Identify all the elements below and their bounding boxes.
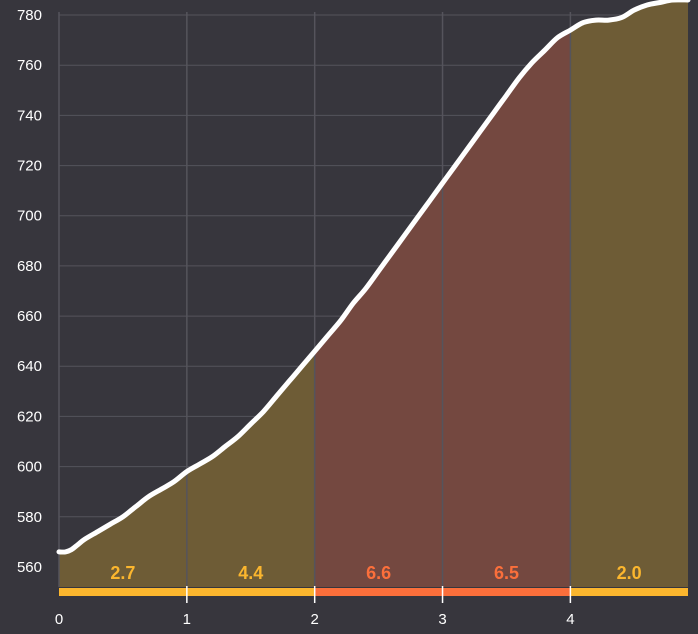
grade-bar-2 <box>186 588 315 596</box>
y-axis-tick-labels: 560 580 600 620 640 660 680 700 720 740 760 780 <box>17 7 42 576</box>
y-tick-label-580: 580 <box>17 509 42 526</box>
y-tick-label-780: 780 <box>17 7 42 24</box>
y-tick-label-620: 620 <box>17 408 42 425</box>
grade-bar-1 <box>59 588 187 596</box>
grade-bars <box>59 586 688 603</box>
x-tick-label-1: 1 <box>183 611 191 628</box>
x-tick-label-4: 4 <box>566 611 574 628</box>
grade-label-1: 2.7 <box>110 563 135 583</box>
x-tick-label-3: 3 <box>438 611 446 628</box>
segment-fill-3 <box>314 183 443 587</box>
segment-fills <box>59 0 688 588</box>
segment-fill-2 <box>186 351 315 587</box>
grade-label-3: 6.6 <box>366 563 391 583</box>
segment-fill-4 <box>442 30 571 588</box>
grade-label-2: 4.4 <box>238 563 263 583</box>
grade-label-5: 2.0 <box>617 563 642 583</box>
x-axis-tick-labels: 0 1 2 3 4 <box>55 611 575 628</box>
y-tick-label-560: 560 <box>17 559 42 576</box>
y-tick-label-680: 680 <box>17 258 42 275</box>
y-tick-label-700: 700 <box>17 208 42 225</box>
y-tick-label-720: 720 <box>17 158 42 175</box>
segment-fill-5 <box>570 0 688 587</box>
grade-bar-4 <box>442 588 571 596</box>
x-tick-label-2: 2 <box>311 611 319 628</box>
grade-label-4: 6.5 <box>494 563 519 583</box>
segment-fill-1 <box>59 471 187 587</box>
y-tick-label-660: 660 <box>17 308 42 325</box>
y-tick-label-640: 640 <box>17 358 42 375</box>
vertical-grid-lines <box>58 12 572 587</box>
y-tick-label-760: 760 <box>17 57 42 74</box>
grade-bar-3 <box>314 588 443 596</box>
elevation-line <box>56 0 691 555</box>
x-tick-label-0: 0 <box>55 611 63 628</box>
y-tick-label-600: 600 <box>17 459 42 476</box>
y-tick-label-740: 740 <box>17 107 42 124</box>
grade-labels: 2.7 4.4 6.6 6.5 2.0 <box>110 563 641 583</box>
grade-bar-5 <box>570 588 688 596</box>
